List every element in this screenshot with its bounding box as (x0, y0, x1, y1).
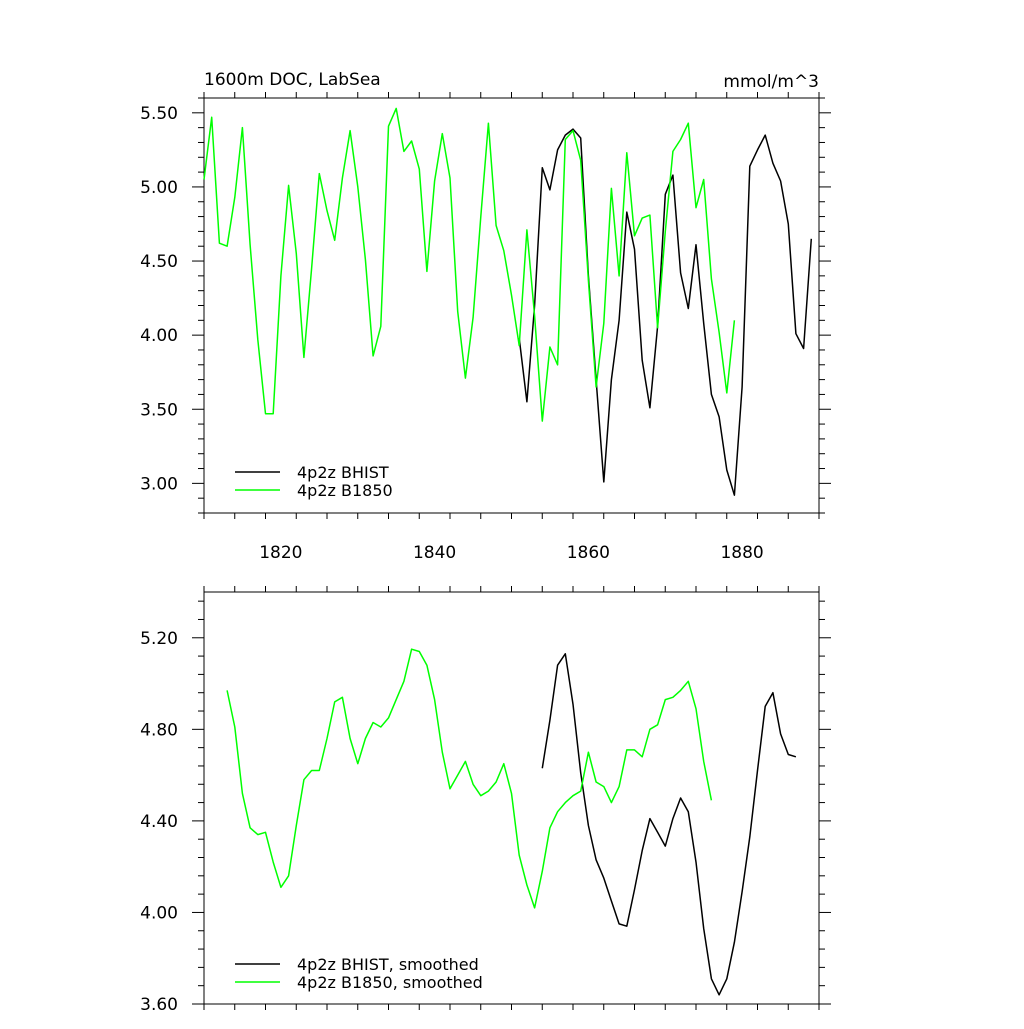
y-tick-label: 3.60 (140, 995, 178, 1015)
legend-label-bhist: 4p2z BHIST (297, 463, 389, 482)
y-tick-label: 4.00 (140, 903, 178, 923)
y-tick-label: 4.50 (140, 252, 178, 272)
y-tick-label: 3.00 (140, 474, 178, 494)
panel-bottom: 3.60 4.00 4.40 4.80 5.20 (140, 586, 831, 1015)
y-tick-label: 4.00 (140, 326, 178, 346)
series-line-bhist (541, 653, 797, 996)
x-tick-label: 1840 (413, 543, 456, 563)
plot-frame (203, 97, 820, 514)
series-line-b1850 (203, 107, 736, 422)
y-tick-label: 5.00 (140, 178, 178, 198)
legend-top: 4p2z BHIST 4p2z B1850 (235, 463, 393, 500)
x-tick-label: 1820 (259, 543, 302, 563)
series-line-bhist (518, 128, 813, 496)
legend-label-b1850-smoothed: 4p2z B1850, smoothed (297, 973, 483, 992)
legend-label-b1850: 4p2z B1850 (297, 481, 393, 500)
x-tick-label: 1860 (567, 543, 610, 563)
legend-bottom: 4p2z BHIST, smoothed 4p2z B1850, smoothe… (235, 955, 483, 992)
series-line-b1850 (226, 648, 713, 909)
y-tick-label: 3.50 (140, 400, 178, 420)
x-tick-label: 1880 (720, 543, 763, 563)
y-tick-label: 4.40 (140, 812, 178, 832)
chart-title: 1600m DOC, LabSea (204, 70, 381, 90)
legend-label-bhist-smoothed: 4p2z BHIST, smoothed (297, 955, 479, 974)
panel-top: 1820 1840 1860 1880 3.00 3.50 4.00 4.50 5.00 5.50 (140, 92, 831, 563)
y-tick-label: 4.80 (140, 720, 178, 740)
y-tick-label: 5.50 (140, 104, 178, 124)
y-tick-label: 5.20 (140, 629, 178, 649)
units-label: mmol/m^3 (723, 72, 819, 92)
